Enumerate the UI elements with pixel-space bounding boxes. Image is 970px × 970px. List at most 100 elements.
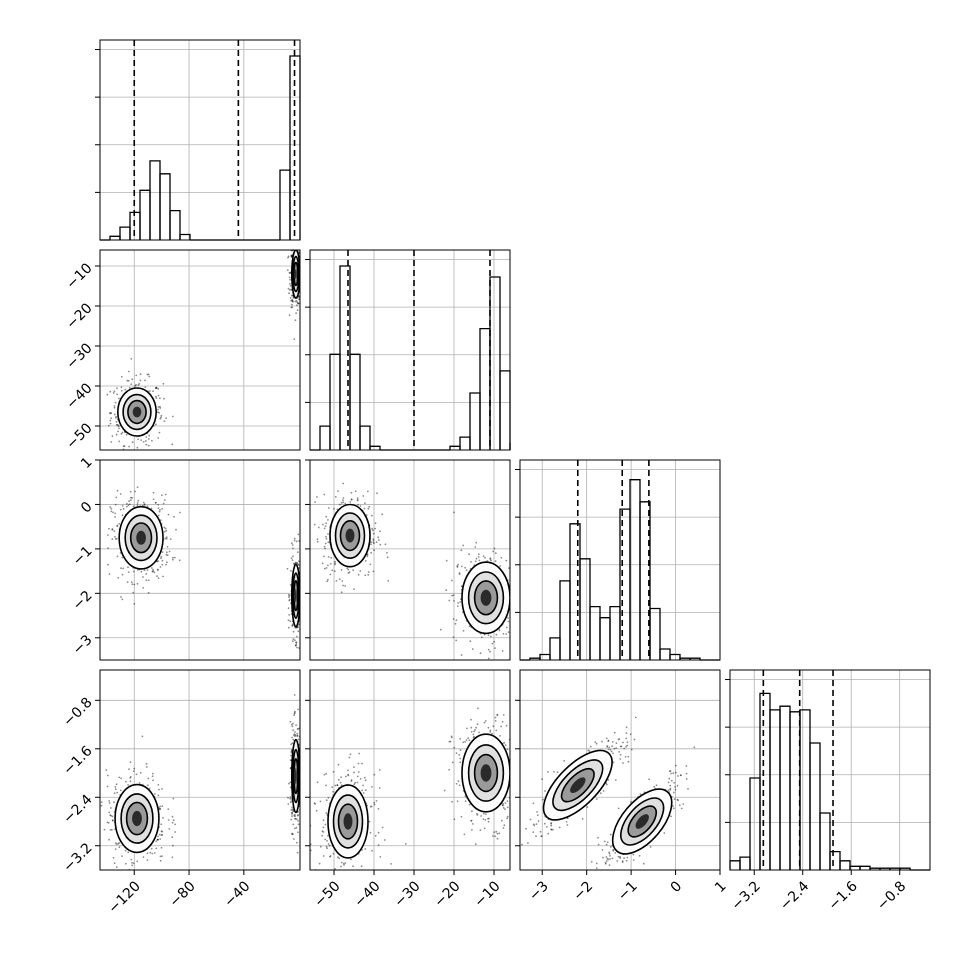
panel-frame-0-1 bbox=[99, 249, 301, 451]
scatter-point bbox=[117, 424, 120, 427]
scatter-point bbox=[374, 834, 377, 837]
scatter-point bbox=[114, 512, 116, 515]
scatter-point bbox=[116, 525, 119, 528]
scatter-point bbox=[298, 242, 300, 244]
scatter-point bbox=[121, 505, 124, 507]
scatter-point bbox=[171, 558, 174, 561]
scatter-point bbox=[174, 823, 177, 826]
scatter-point bbox=[533, 824, 536, 827]
scatter-point bbox=[107, 822, 110, 824]
scatter-point bbox=[129, 761, 132, 763]
scatter-point bbox=[513, 596, 515, 598]
scatter-point bbox=[110, 441, 113, 443]
scatter-point bbox=[128, 768, 130, 770]
scatter-point bbox=[541, 778, 543, 781]
scatter-point bbox=[130, 499, 132, 501]
scatter-point bbox=[127, 784, 129, 786]
scatter-point bbox=[619, 745, 622, 748]
scatter-point bbox=[373, 542, 375, 545]
scatter-point bbox=[336, 784, 339, 787]
scatter-point bbox=[371, 786, 373, 788]
scatter-point bbox=[326, 840, 328, 842]
scatter-point bbox=[288, 782, 290, 785]
scatter-point bbox=[155, 847, 158, 850]
scatter-point bbox=[157, 794, 160, 797]
scatter-point bbox=[106, 821, 109, 824]
scatter-point bbox=[327, 843, 330, 845]
x-tick-label-3-3: −0.8 bbox=[874, 878, 909, 913]
x-tick-label-2-2: −1 bbox=[615, 878, 641, 904]
scatter-point bbox=[336, 784, 339, 786]
scatter-point bbox=[295, 826, 298, 829]
scatter-point bbox=[588, 750, 591, 753]
x-tick-label-2-4: 1 bbox=[712, 878, 730, 896]
scatter-point bbox=[356, 781, 359, 784]
scatter-point bbox=[472, 733, 475, 736]
scatter-point bbox=[342, 482, 345, 485]
scatter-point bbox=[367, 507, 370, 510]
scatter-point bbox=[325, 799, 328, 802]
scatter-point bbox=[297, 234, 299, 236]
scatter-point bbox=[157, 835, 160, 838]
scatter-point bbox=[324, 542, 327, 545]
scatter-point bbox=[342, 497, 345, 499]
scatter-point bbox=[304, 260, 306, 262]
scatter-point bbox=[325, 537, 328, 540]
scatter-point bbox=[512, 757, 514, 759]
scatter-point bbox=[294, 818, 297, 820]
scatter-point bbox=[155, 423, 157, 426]
scatter-point bbox=[128, 386, 131, 389]
scatter-point bbox=[161, 563, 164, 566]
scatter-point bbox=[350, 498, 353, 501]
scatter-point bbox=[669, 788, 672, 791]
scatter-point bbox=[332, 790, 334, 793]
scatter-point bbox=[131, 861, 133, 864]
scatter-point bbox=[297, 626, 299, 628]
scatter-point bbox=[602, 878, 604, 880]
scatter-point bbox=[132, 591, 135, 594]
scatter-point bbox=[622, 741, 624, 744]
panel-frame-2-3 bbox=[519, 669, 721, 871]
scatter-point bbox=[506, 806, 509, 809]
scatter-point bbox=[291, 624, 294, 627]
scatter-point bbox=[354, 781, 357, 784]
scatter-point bbox=[163, 420, 166, 423]
scatter-point bbox=[143, 503, 146, 506]
scatter-point bbox=[161, 559, 164, 562]
hist-bar-3-9 bbox=[819, 812, 831, 870]
scatter-point bbox=[124, 862, 127, 865]
scatter-point bbox=[164, 537, 167, 540]
scatter-point bbox=[326, 847, 329, 850]
scatter-point bbox=[459, 601, 462, 603]
scatter-point bbox=[448, 599, 451, 602]
scatter-point bbox=[121, 573, 124, 576]
scatter-point bbox=[314, 803, 316, 805]
scatter-point bbox=[294, 815, 296, 818]
scatter-point bbox=[539, 830, 542, 833]
scatter-point bbox=[301, 624, 303, 626]
scatter-point bbox=[290, 289, 293, 291]
scatter-point bbox=[329, 855, 331, 858]
scatter-point bbox=[294, 561, 297, 564]
scatter-point bbox=[445, 559, 448, 562]
scatter-point bbox=[297, 738, 300, 741]
scatter-point bbox=[377, 808, 380, 810]
scatter-point bbox=[323, 773, 326, 776]
y-tick-label-3-2: −1.6 bbox=[60, 743, 95, 778]
hist-bar-2-17 bbox=[689, 657, 701, 660]
scatter-point bbox=[109, 419, 112, 422]
scatter-point bbox=[154, 793, 156, 795]
scatter-point bbox=[345, 775, 347, 778]
scatter-point bbox=[404, 843, 407, 845]
scatter-point bbox=[513, 611, 515, 613]
scatter-point bbox=[347, 774, 350, 777]
scatter-point bbox=[291, 300, 294, 303]
scatter-point bbox=[515, 774, 517, 776]
scatter-point bbox=[145, 440, 147, 442]
scatter-point bbox=[106, 774, 109, 777]
scatter-point bbox=[118, 842, 120, 844]
scatter-point bbox=[337, 763, 340, 766]
scatter-point bbox=[290, 754, 292, 757]
scatter-point bbox=[550, 828, 553, 831]
scatter-point bbox=[167, 808, 170, 810]
